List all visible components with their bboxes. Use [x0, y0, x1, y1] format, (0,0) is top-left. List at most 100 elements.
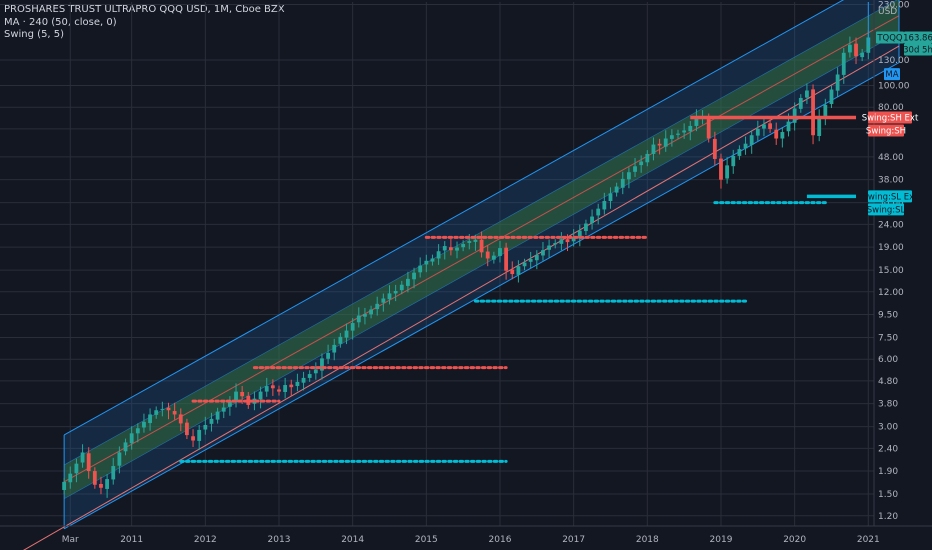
y-tick-label: 100.00: [878, 82, 910, 92]
candle-body: [565, 239, 570, 243]
ticker-tag: TQQQ: [876, 31, 904, 44]
ma-tag-text: MA: [885, 70, 898, 80]
x-tick-label: Mar: [62, 535, 79, 545]
candle-body: [835, 74, 840, 91]
candle-body: [154, 410, 159, 415]
candle-body: [356, 315, 361, 323]
swing-sh-ext-tag-bg: [868, 111, 912, 124]
candle-body: [731, 155, 736, 167]
candle-body: [344, 330, 349, 338]
y-tick-label: 1.90: [878, 467, 898, 477]
swing-sh-tag: Swing:SH: [866, 124, 906, 137]
candle-body: [74, 463, 79, 474]
candle-body: [418, 265, 423, 273]
candle-body: [442, 246, 447, 251]
candle-body: [706, 117, 711, 139]
candle-body: [80, 452, 85, 463]
candle-body: [461, 244, 466, 248]
ticker-tag-bg: [876, 31, 904, 44]
price-tags: USD TQQQ 163.86 30d 5h MA Swing:SH Ext Swing:S…: [862, 7, 932, 216]
candle-body: [577, 230, 582, 239]
legend-symbol[interactable]: PROSHARES TRUST ULTRAPRO QQQ USD, 1M, Cb…: [4, 4, 285, 15]
legend-ma[interactable]: MA · 240 (50, close, 0): [4, 16, 117, 28]
candle-body: [498, 248, 502, 257]
candle-body: [375, 303, 380, 310]
y-tick-label: 19.00: [878, 243, 904, 253]
chart-grid: [0, 2, 874, 526]
candle-body: [694, 117, 699, 126]
moving-average: [23, 45, 900, 550]
channel-inner-lower-line: [63, 32, 900, 500]
x-tick-label: 2011: [120, 535, 143, 545]
candle-body: [633, 166, 637, 172]
y-tick-label: 4.80: [878, 377, 898, 387]
candle-body: [528, 259, 533, 262]
y-tick-label: 12.00: [878, 288, 904, 298]
candle-body: [811, 89, 815, 136]
candle-body: [553, 243, 558, 245]
candle-body: [381, 298, 386, 303]
candle-body: [142, 421, 146, 428]
candle-body: [209, 418, 214, 424]
candle-body: [669, 135, 674, 139]
channel-lower-line: [63, 62, 900, 530]
last-price-tag: 163.86: [903, 31, 932, 44]
y-tick-label: 38.00: [878, 176, 904, 186]
candle-body: [185, 422, 189, 436]
candle-body: [559, 239, 564, 244]
legend-swing[interactable]: Swing (5, 5): [4, 29, 65, 40]
candle-body: [399, 284, 404, 291]
candle-body: [762, 124, 766, 129]
candle-body: [712, 138, 717, 159]
y-tick-label: 3.80: [878, 400, 898, 410]
candle-body: [676, 133, 680, 135]
y-axis[interactable]: 230.00130.00100.0080.0064.0048.0038.0030…: [873, 0, 910, 526]
candle-body: [105, 479, 110, 489]
candle-body: [491, 255, 496, 260]
swing-sl-ext-tag-bg: [868, 190, 912, 203]
candle-body: [651, 144, 656, 154]
candle-body: [743, 143, 748, 149]
candle-body: [749, 135, 754, 145]
y-tick-label: 2.40: [878, 444, 898, 454]
candle-body: [645, 153, 650, 163]
candle-body: [467, 241, 472, 243]
ma-tag-bg: [884, 68, 900, 81]
candle-body: [350, 323, 355, 331]
y-tick-label: 230.00: [878, 1, 910, 11]
ma-line: [23, 45, 900, 550]
y-tick-label: 1.20: [878, 512, 898, 522]
candle-body: [639, 161, 644, 166]
candle-body: [522, 262, 527, 267]
candle-body: [541, 250, 545, 256]
candle-body: [663, 138, 668, 147]
swing-sh-ext-tag-text: Swing:SH Ext: [862, 113, 919, 123]
candle-body: [191, 436, 195, 441]
swing-sl-ext-tag-text: Swing:SL Ext: [863, 192, 919, 202]
candle-body: [289, 384, 294, 388]
swing-sl-tag-bg: [868, 203, 904, 216]
x-axis[interactable]: Mar 2011 2012 2013 2014 2015 2016 2017 2018 2019 2…: [0, 525, 932, 545]
last-price-tag-text: 163.86: [903, 33, 932, 43]
candle-body: [596, 208, 601, 216]
candle-body: [786, 121, 791, 132]
candle-body: [369, 309, 373, 315]
candle-body: [68, 473, 73, 483]
candle-body: [755, 128, 760, 136]
candle-body: [295, 381, 300, 387]
swing-sh-tag-bg: [868, 124, 904, 137]
x-tick-label: 2017: [562, 535, 585, 545]
y-tick-label: 9.50: [878, 310, 898, 320]
candle-body: [854, 43, 858, 57]
candle-body: [455, 247, 459, 251]
candle-body: [448, 247, 453, 251]
x-tick-label: 2018: [636, 535, 659, 545]
candle-body: [393, 290, 398, 294]
candle-body: [264, 386, 269, 392]
candle-body: [412, 272, 416, 280]
candle-body: [111, 466, 116, 480]
channel-upper-line: [63, 0, 845, 436]
y-tick-label: 7.50: [878, 333, 898, 343]
candle-body: [608, 193, 613, 202]
